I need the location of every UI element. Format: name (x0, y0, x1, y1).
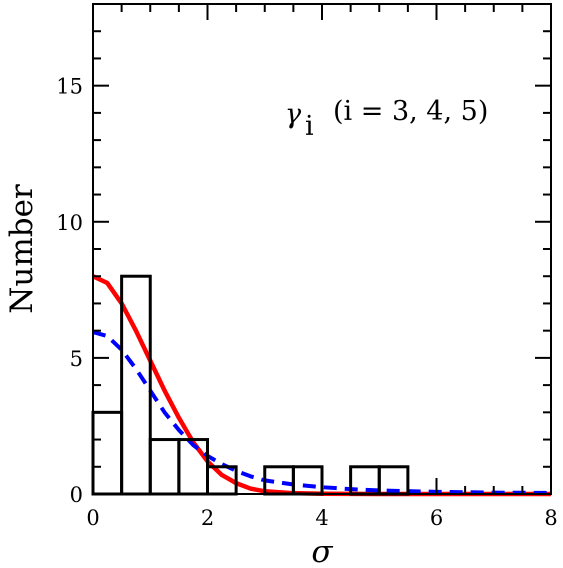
y-tick-label: 5 (70, 347, 83, 371)
histogram-bar (148, 438, 181, 496)
solid-fit-curve (92, 274, 551, 497)
axis-ticks (92, 3, 552, 495)
y-tick-label: 15 (56, 75, 83, 99)
y-tick-label: 10 (56, 211, 83, 235)
x-tick-label: 4 (315, 506, 328, 530)
tick-labels: 0 2 4 6 8 0 5 10 15 (56, 75, 557, 530)
x-tick-label: 8 (544, 506, 557, 530)
x-tick-label: 6 (430, 506, 443, 530)
annotation-subscript: i (305, 111, 314, 142)
y-tick-label: 0 (70, 483, 83, 507)
annotation-text: (i = 3, 4, 5) (333, 96, 488, 127)
histogram-bars (91, 274, 410, 496)
chart-annotation: γ i (i = 3, 4, 5) (285, 96, 488, 142)
x-axis-title: σ (311, 534, 333, 568)
fit-curves (92, 274, 552, 497)
histogram-bar (291, 465, 324, 496)
plot-frame (92, 3, 552, 495)
x-tick-label: 0 (86, 506, 99, 530)
y-axis-title: Number (4, 184, 40, 314)
histogram-bar (177, 438, 209, 496)
x-tick-label: 2 (201, 506, 214, 530)
histogram-bar (91, 410, 124, 496)
annotation-gamma: γ (285, 99, 302, 130)
